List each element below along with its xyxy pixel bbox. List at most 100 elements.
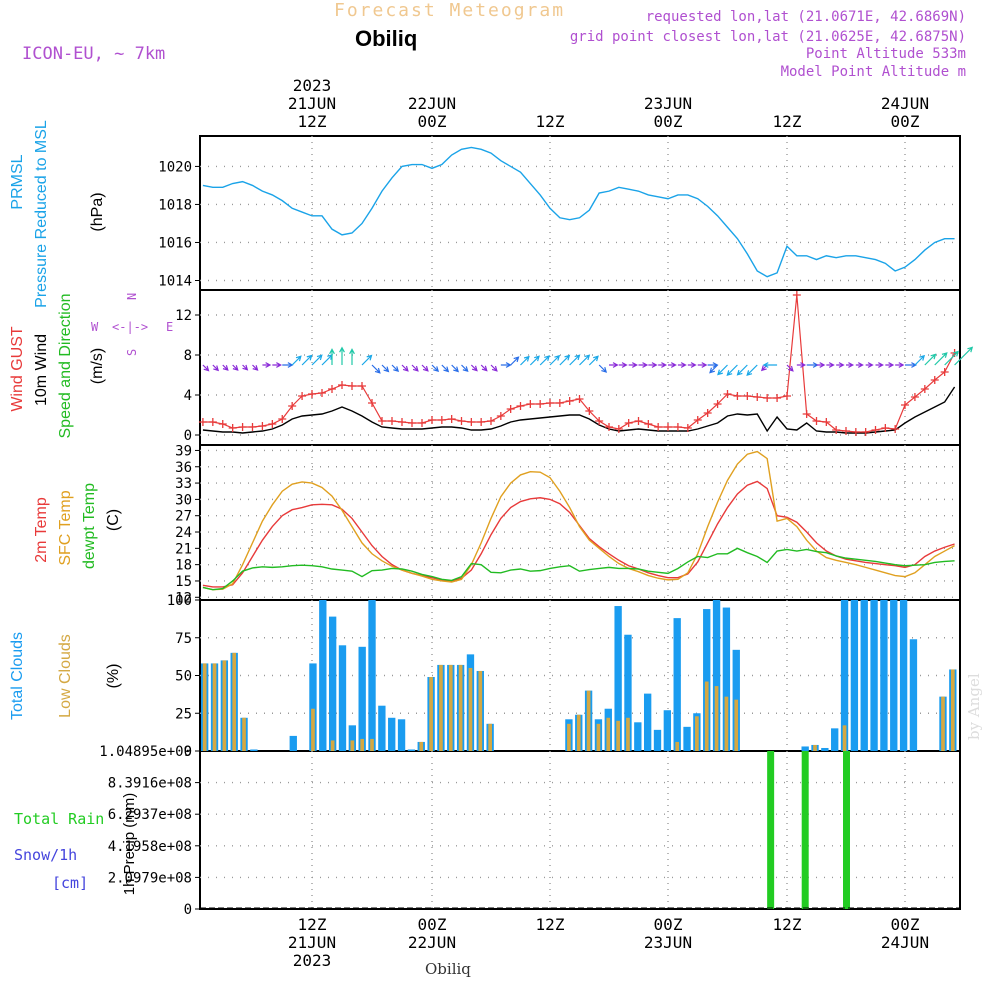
gust-marker [398, 418, 406, 426]
wind-arrow [371, 364, 381, 374]
wind-arrow [361, 354, 373, 366]
wind-arrow [272, 362, 282, 368]
gust-label: Wind GUST [9, 326, 26, 412]
wind-arrow [381, 364, 390, 373]
wind-arrow [301, 354, 313, 366]
low-cloud-bar [242, 717, 246, 751]
y-tick-label: 33 [175, 476, 192, 492]
wind-arrow [826, 362, 835, 368]
low-cloud-bar [950, 669, 955, 751]
total-cloud-bar [703, 609, 711, 751]
compass-w: W [91, 320, 99, 334]
y-tick-label: 4 [184, 388, 192, 404]
precip-bars [767, 751, 850, 909]
date-label-bottom: 24JUN [881, 933, 929, 952]
y-tick-label: 50 [175, 669, 192, 685]
gust-marker [555, 399, 564, 407]
total-cloud-bar [663, 710, 672, 751]
panel-pressure: 1014 1016 1018 1020 [158, 135, 961, 291]
total-cloud-bar [643, 693, 652, 751]
gust-marker [298, 392, 307, 400]
gust-marker [318, 389, 326, 397]
y-tick-label: 21 [175, 541, 192, 557]
wind-arrow [687, 362, 697, 368]
wind-arrow [579, 354, 591, 366]
y-tick-label: 1018 [158, 197, 192, 213]
pressure-label-long: Pressure Reduced to MSL [33, 120, 50, 308]
total-cloud-bar [338, 645, 347, 751]
date-label-bottom: 21JUN [288, 933, 336, 952]
gust-marker [198, 418, 207, 426]
wind-arrow [658, 362, 668, 368]
wind-arrow [441, 364, 450, 373]
gust-marker [703, 409, 712, 417]
footer-location: Obiliq [425, 960, 471, 978]
wind-direction-arrows [202, 346, 974, 376]
time-label-bottom: 12Z [536, 915, 565, 934]
sfc-temp-label: SFC Temp [57, 490, 74, 565]
gust-marker [408, 419, 416, 427]
low-cloud-bar [724, 696, 729, 751]
gust-marker [683, 424, 692, 432]
gust-marker [614, 425, 623, 433]
wind-arrow [618, 362, 628, 368]
low-cloud-bar [488, 723, 492, 751]
snow-label: Snow/1h [14, 846, 77, 864]
low-cloud-bar [429, 677, 433, 751]
low-cloud-bar [360, 738, 365, 751]
time-label-bottom: 12Z [773, 915, 802, 934]
wind-arrow [954, 346, 974, 366]
wind-arrow [717, 364, 728, 376]
gust-marker [487, 417, 495, 425]
gust-marker [733, 392, 742, 400]
gust-marker [664, 423, 672, 431]
low-cloud-bar [311, 708, 315, 751]
gust-markers [198, 291, 959, 436]
gust-marker [861, 428, 870, 436]
gust-marker [792, 291, 801, 299]
gridpoint-coords: grid point closest lon,lat (21.0625E, 42… [569, 29, 966, 45]
low-cloud-bar [941, 696, 945, 751]
compass-n: N [125, 293, 139, 300]
chart-title: Forecast Meteogram [334, 0, 566, 21]
y-tick-label: 0 [184, 428, 192, 444]
total-cloud-bar [831, 728, 839, 751]
y-tick-label: 15 [175, 574, 192, 590]
low-cloud-bar [202, 663, 207, 751]
low-cloud-bar [734, 699, 739, 751]
wind-arrow [559, 354, 571, 366]
y-tick-label: 1014 [158, 273, 192, 289]
wind-arrow [726, 364, 738, 376]
low-cloud-bar [596, 723, 601, 751]
gust-marker [238, 423, 247, 431]
gust-marker [418, 419, 426, 427]
wind-arrow [914, 354, 926, 366]
total-cloud-bar [348, 725, 357, 751]
gust-marker [268, 420, 277, 428]
wind-label: 10m Wind [33, 334, 50, 406]
wind-arrow [885, 362, 895, 368]
wind-arrow [539, 355, 551, 366]
gust-marker [713, 400, 722, 408]
low-cloud-bar [567, 723, 571, 751]
gust-marker [822, 418, 831, 426]
wind-arrow [421, 364, 429, 372]
panel-wind: 0 4 8 12 [175, 289, 961, 446]
wind-speed-line [202, 386, 956, 434]
gust-marker [428, 416, 436, 424]
wind-arrow [924, 353, 937, 366]
time-axis: 12Z21JUN202312Z21JUN202300Z22JUN00Z22JUN… [288, 76, 929, 970]
time-label-top: 12Z [773, 112, 802, 131]
y-tick-label: 8.3916e+08 [108, 776, 192, 792]
low-cloud-bar [232, 652, 237, 751]
wind-arrow [816, 362, 826, 368]
clouds-unit: (%) [105, 664, 122, 689]
wind-arrow [944, 350, 959, 366]
total-cloud-bar [309, 663, 317, 751]
wind-arrow [212, 364, 220, 372]
y-tick-label: 12 [175, 590, 192, 606]
dewpt-label: dewpt Temp [81, 483, 98, 569]
gust-marker [851, 428, 860, 436]
total-cloud-bar [388, 717, 396, 751]
wind-arrow [311, 354, 323, 366]
